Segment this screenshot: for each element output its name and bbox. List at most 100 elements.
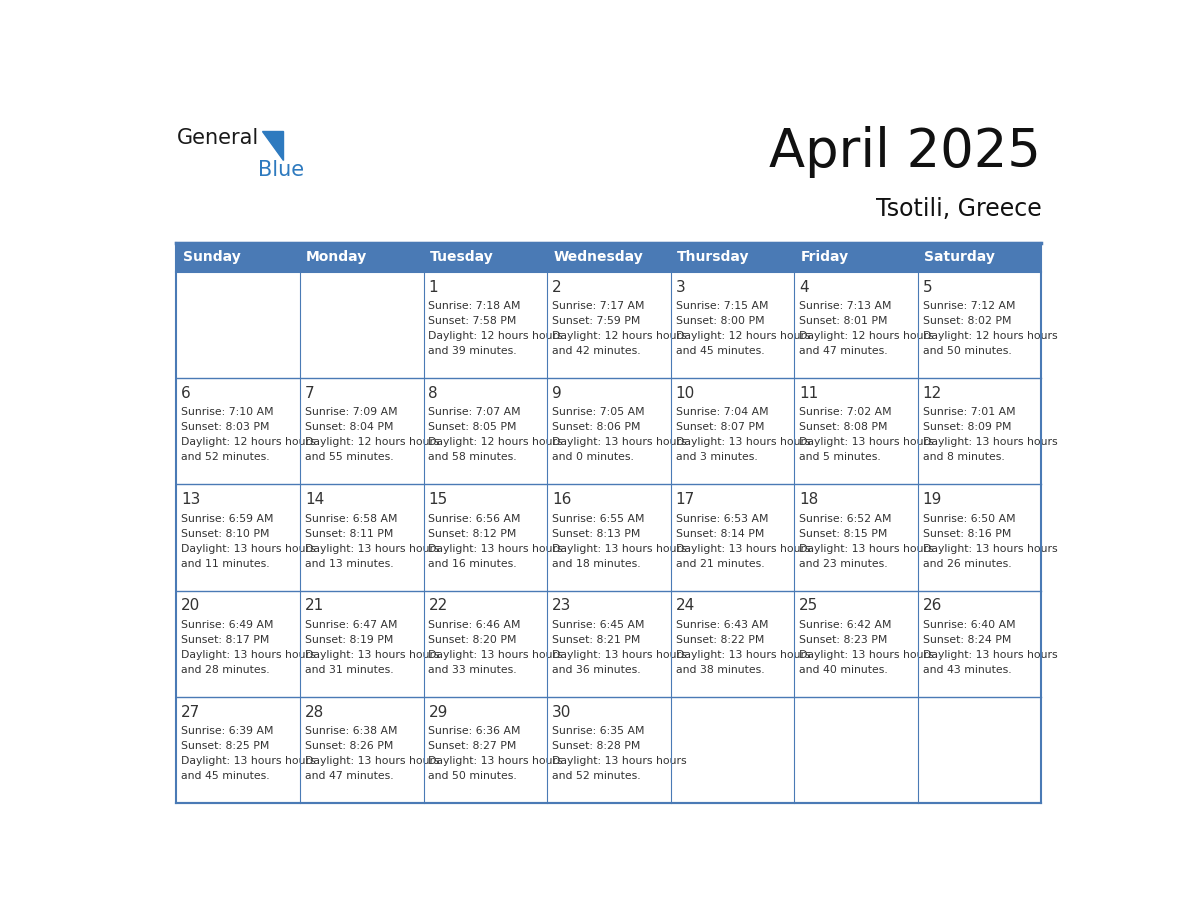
Bar [671,272,795,378]
Text: Sunset: 8:07 PM: Sunset: 8:07 PM [676,422,764,432]
Text: Sunrise: 7:10 AM: Sunrise: 7:10 AM [182,408,274,418]
Text: 28: 28 [305,705,324,720]
Polygon shape [261,131,284,161]
Bar [176,590,299,697]
Text: Daylight: 13 hours hours: Daylight: 13 hours hours [923,543,1057,554]
Bar [671,590,795,697]
Bar [299,378,423,485]
Bar [546,697,671,803]
Bar [795,378,918,485]
Text: and 3 minutes.: and 3 minutes. [676,453,757,463]
Text: Thursday: Thursday [677,251,750,264]
Text: Daylight: 13 hours hours: Daylight: 13 hours hours [182,543,316,554]
Text: Daylight: 13 hours hours: Daylight: 13 hours hours [800,437,934,447]
Text: and 26 minutes.: and 26 minutes. [923,559,1011,568]
Bar [918,272,1042,378]
Text: Sunset: 8:00 PM: Sunset: 8:00 PM [676,316,764,326]
Bar [176,272,299,378]
Text: and 43 minutes.: and 43 minutes. [923,665,1011,675]
Text: Sunset: 8:28 PM: Sunset: 8:28 PM [552,741,640,751]
Text: 17: 17 [676,492,695,507]
Text: and 33 minutes.: and 33 minutes. [429,665,517,675]
Text: Tuesday: Tuesday [430,251,493,264]
Bar [795,272,918,378]
Bar [423,242,546,272]
Text: Sunset: 8:02 PM: Sunset: 8:02 PM [923,316,1011,326]
Text: Daylight: 12 hours hours: Daylight: 12 hours hours [800,331,934,341]
Text: Sunrise: 7:05 AM: Sunrise: 7:05 AM [552,408,645,418]
Text: Daylight: 13 hours hours: Daylight: 13 hours hours [923,650,1057,660]
Bar [795,590,918,697]
Bar [546,378,671,485]
Text: Sunday: Sunday [183,251,240,264]
Bar [423,697,546,803]
Text: and 50 minutes.: and 50 minutes. [429,771,517,781]
Text: Daylight: 12 hours hours: Daylight: 12 hours hours [429,331,563,341]
Text: Sunrise: 6:59 AM: Sunrise: 6:59 AM [182,514,274,523]
Text: Sunset: 8:13 PM: Sunset: 8:13 PM [552,529,640,539]
Text: Sunrise: 6:46 AM: Sunrise: 6:46 AM [429,620,522,630]
Text: Sunrise: 6:36 AM: Sunrise: 6:36 AM [429,726,522,736]
Text: Sunrise: 7:18 AM: Sunrise: 7:18 AM [429,301,522,311]
Text: and 18 minutes.: and 18 minutes. [552,559,640,568]
Text: 18: 18 [800,492,819,507]
Bar [546,272,671,378]
Text: Sunrise: 7:12 AM: Sunrise: 7:12 AM [923,301,1016,311]
Text: 12: 12 [923,386,942,401]
Text: Sunset: 8:05 PM: Sunset: 8:05 PM [429,422,517,432]
Text: and 45 minutes.: and 45 minutes. [182,771,270,781]
Bar [918,590,1042,697]
Text: Sunset: 8:01 PM: Sunset: 8:01 PM [800,316,887,326]
Bar [299,590,423,697]
Bar [299,697,423,803]
Text: and 0 minutes.: and 0 minutes. [552,453,634,463]
Text: Sunset: 8:14 PM: Sunset: 8:14 PM [676,529,764,539]
Text: and 8 minutes.: and 8 minutes. [923,453,1004,463]
Text: Sunrise: 6:50 AM: Sunrise: 6:50 AM [923,514,1016,523]
Text: 1: 1 [429,280,438,295]
Text: Daylight: 13 hours hours: Daylight: 13 hours hours [676,437,810,447]
Text: Daylight: 13 hours hours: Daylight: 13 hours hours [800,543,934,554]
Text: Sunrise: 7:09 AM: Sunrise: 7:09 AM [305,408,398,418]
Text: and 50 minutes.: and 50 minutes. [923,346,1011,356]
Text: Sunset: 8:23 PM: Sunset: 8:23 PM [800,635,887,645]
Text: 10: 10 [676,386,695,401]
Text: and 31 minutes.: and 31 minutes. [305,665,393,675]
Text: and 52 minutes.: and 52 minutes. [552,771,640,781]
Text: Monday: Monday [307,251,367,264]
Text: 22: 22 [429,599,448,613]
Bar [423,590,546,697]
Text: and 45 minutes.: and 45 minutes. [676,346,764,356]
Text: Sunset: 8:06 PM: Sunset: 8:06 PM [552,422,640,432]
Text: 6: 6 [182,386,191,401]
Text: Blue: Blue [258,161,304,180]
Bar [423,378,546,485]
Text: Daylight: 13 hours hours: Daylight: 13 hours hours [429,650,563,660]
Text: 27: 27 [182,705,201,720]
Text: Sunrise: 6:45 AM: Sunrise: 6:45 AM [552,620,645,630]
Text: Sunset: 8:22 PM: Sunset: 8:22 PM [676,635,764,645]
Text: Sunrise: 6:38 AM: Sunrise: 6:38 AM [305,726,398,736]
Bar [299,485,423,590]
Text: Sunset: 8:15 PM: Sunset: 8:15 PM [800,529,887,539]
Text: 30: 30 [552,705,571,720]
Text: and 11 minutes.: and 11 minutes. [182,559,270,568]
Text: and 36 minutes.: and 36 minutes. [552,665,640,675]
Bar [546,242,671,272]
Text: Friday: Friday [801,251,848,264]
Bar [918,242,1042,272]
Text: Daylight: 13 hours hours: Daylight: 13 hours hours [305,543,440,554]
Bar [176,697,299,803]
Text: 14: 14 [305,492,324,507]
Text: Sunset: 8:24 PM: Sunset: 8:24 PM [923,635,1011,645]
Text: 15: 15 [429,492,448,507]
Text: Daylight: 13 hours hours: Daylight: 13 hours hours [552,437,687,447]
Text: and 38 minutes.: and 38 minutes. [676,665,764,675]
Text: 9: 9 [552,386,562,401]
Text: and 13 minutes.: and 13 minutes. [305,559,393,568]
Text: Sunrise: 6:47 AM: Sunrise: 6:47 AM [305,620,398,630]
Text: Sunset: 8:11 PM: Sunset: 8:11 PM [305,529,393,539]
Text: Sunrise: 6:55 AM: Sunrise: 6:55 AM [552,514,645,523]
Text: Daylight: 13 hours hours: Daylight: 13 hours hours [429,543,563,554]
Text: 7: 7 [305,386,315,401]
